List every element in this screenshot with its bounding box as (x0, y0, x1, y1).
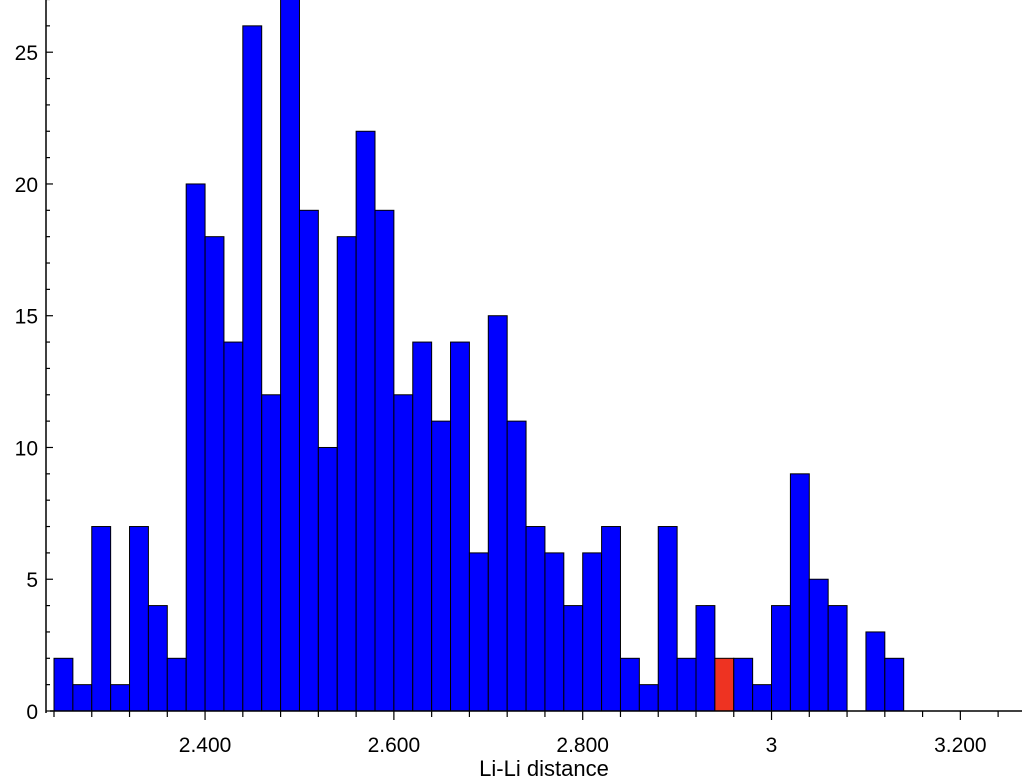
histogram-bar (393, 394, 414, 712)
histogram-bar (355, 130, 376, 712)
x-tick-label: 2.800 (556, 734, 609, 757)
histogram-bar (865, 631, 886, 712)
histogram-bar (298, 209, 319, 712)
histogram-bar (752, 684, 773, 712)
histogram-bar (619, 657, 640, 712)
histogram-bar (129, 526, 149, 712)
x-tick-label: 2.600 (368, 734, 421, 757)
histogram-bar (280, 0, 300, 712)
y-tick-label: 10 (15, 437, 38, 460)
histogram-bar (374, 209, 395, 712)
histogram-bar (223, 341, 244, 712)
histogram-bar (808, 578, 829, 712)
bars-layer (53, 0, 905, 712)
histogram-bar (525, 526, 546, 712)
y-tick-label: 5 (26, 569, 38, 592)
histogram-bar (317, 446, 338, 712)
histogram-bar (657, 526, 678, 712)
histogram-bar (638, 684, 659, 712)
x-tick-label: 3 (766, 734, 778, 757)
histogram-bar (506, 420, 527, 712)
histogram-bar (261, 394, 282, 712)
histogram-bar (771, 605, 791, 712)
histogram-bar (695, 605, 716, 712)
labels-layer: Li-Li distance (479, 756, 609, 781)
y-tick-label: 0 (26, 701, 38, 724)
histogram-bar (563, 605, 584, 712)
x-tick-label: 3.200 (934, 734, 987, 757)
histogram-bar (110, 684, 131, 712)
histogram-bar (242, 25, 263, 712)
histogram-bar (450, 341, 470, 712)
histogram-bar (91, 526, 112, 712)
histogram-bar (827, 605, 848, 712)
histogram-bar (53, 657, 74, 712)
y-tick-label: 20 (15, 174, 38, 197)
histogram-bar (147, 605, 168, 712)
y-tick-label: 15 (15, 306, 38, 329)
histogram-bar (789, 473, 810, 712)
histogram-bar (582, 552, 603, 712)
histogram-bar (601, 526, 621, 712)
x-tick-label: 2.400 (179, 734, 232, 757)
histogram-bar (468, 552, 489, 712)
x-axis-label: Li-Li distance (479, 756, 609, 781)
histogram-bar (733, 657, 754, 712)
histogram-bar (884, 657, 905, 712)
histogram-bar (487, 315, 508, 712)
histogram-bar (714, 657, 735, 712)
y-tick-label: 25 (15, 42, 38, 65)
histogram-bar (72, 684, 93, 712)
histogram-bar (544, 552, 565, 712)
histogram-bar (676, 657, 697, 712)
histogram-bar (412, 341, 433, 712)
histogram-bar (166, 657, 187, 712)
histogram-bar (336, 236, 357, 712)
histogram-bar (204, 236, 225, 712)
histogram-bar (185, 183, 206, 712)
axes-layer: 0 5 10 15 20 25 2.400 2.600 2.800 3 3.200 (15, 0, 1022, 757)
histogram-bar (431, 420, 452, 712)
